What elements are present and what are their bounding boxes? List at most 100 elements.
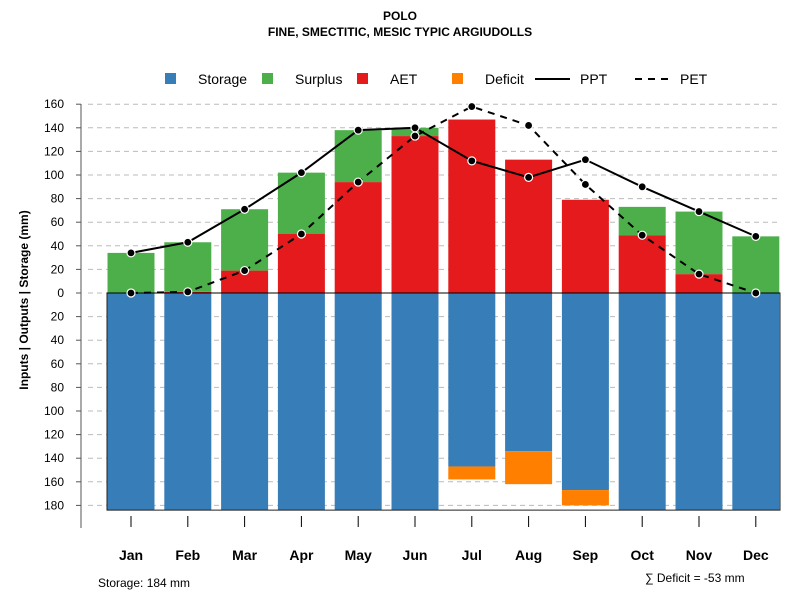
y-tick-label: 180 (44, 498, 64, 512)
ppt-point (126, 248, 136, 258)
legend-label-storage: Storage (198, 71, 247, 87)
storage-bar (732, 293, 780, 511)
ppt-line (130, 126, 757, 254)
storage-bar (505, 293, 553, 452)
y-tick-label: 40 (51, 333, 65, 347)
y-tick-label: 20 (51, 262, 65, 276)
ppt-point (353, 125, 363, 135)
storage-annotation: Storage: 184 mm (98, 576, 190, 590)
storage-bar (675, 293, 723, 511)
aet-bar (334, 182, 382, 293)
deficit-annotation: ∑ Deficit = -53 mm (645, 571, 745, 585)
deficit-bar (505, 451, 553, 485)
ppt-point (580, 155, 591, 165)
y-tick-label: 60 (51, 215, 65, 229)
aet-bar (391, 136, 439, 293)
surplus-bar (277, 172, 325, 234)
storage-bar (277, 293, 325, 511)
y-tick-label: 20 (51, 310, 65, 324)
ppt-point (296, 168, 306, 178)
deficit-bar (448, 466, 496, 480)
deficit-bar (561, 490, 609, 506)
x-tick-label: Feb (175, 547, 200, 563)
storage-bar (618, 293, 666, 511)
ppt-point (637, 182, 647, 192)
pet-point (637, 230, 647, 240)
storage-bar (221, 293, 269, 511)
y-tick-label: 80 (51, 380, 65, 394)
y-tick-label: 100 (44, 404, 64, 418)
x-tick-label: May (345, 547, 372, 563)
x-tick-label: Dec (743, 547, 769, 563)
y-tick-label: 120 (44, 428, 64, 442)
pet-point (183, 287, 193, 297)
aet-bar (675, 274, 723, 293)
y-tick-label: 0 (57, 286, 64, 300)
storage-bar (561, 293, 609, 491)
chart-title: POLO (383, 9, 417, 23)
legend-label-ppt: PPT (580, 71, 608, 87)
pet-line (130, 105, 757, 294)
ppt-point (467, 156, 477, 166)
pet-point (580, 179, 591, 190)
aet-bar (448, 119, 496, 293)
storage-bar (334, 293, 382, 511)
x-tick-label: Jun (403, 547, 428, 563)
legend-swatch-aet (357, 73, 368, 84)
pet-point (694, 269, 704, 279)
y-tick-label: 40 (51, 239, 65, 253)
ppt-point (523, 172, 534, 182)
pet-point (240, 265, 250, 276)
y-tick-label: 140 (44, 451, 64, 465)
surplus-bar (675, 211, 723, 275)
x-tick-label: Jul (462, 547, 482, 563)
storage-bar (164, 293, 212, 511)
aet-bar (221, 270, 269, 293)
legend-swatch-storage (165, 73, 176, 84)
y-tick-label: 160 (44, 97, 64, 111)
surplus-bar (618, 206, 666, 236)
x-tick-label: Aug (515, 547, 542, 563)
ppt-point (751, 231, 761, 241)
ppt-point (240, 204, 250, 214)
aet-bar (561, 199, 609, 293)
storage-bar (107, 293, 155, 511)
x-tick-label: Jan (119, 547, 143, 563)
surplus-bar (107, 252, 155, 293)
legend-swatch-deficit (452, 73, 463, 84)
y-axis-label: Inputs | Outputs | Storage (mm) (17, 210, 31, 389)
legend-swatch-surplus (262, 73, 273, 84)
ppt-point (183, 237, 193, 247)
x-tick-label: Mar (232, 547, 257, 563)
x-tick-label: Nov (686, 547, 713, 563)
surplus-bar (732, 236, 780, 293)
legend-label-pet: PET (680, 71, 708, 87)
aet-bar (618, 235, 666, 293)
legend-label-surplus: Surplus (295, 71, 342, 87)
x-tick-label: Apr (289, 547, 314, 563)
legend-label-deficit: Deficit (485, 71, 524, 87)
storage-bar (391, 293, 439, 511)
pet-point (751, 288, 761, 298)
pet-point (410, 131, 420, 141)
y-tick-label: 120 (44, 144, 64, 158)
legend-label-aet: AET (390, 71, 418, 87)
pet-point (353, 177, 363, 187)
y-tick-label: 100 (44, 168, 64, 182)
y-tick-label: 160 (44, 475, 64, 489)
chart-subtitle: FINE, SMECTITIC, MESIC TYPIC ARGIUDOLLS (268, 25, 532, 39)
surplus-bar (334, 130, 382, 183)
x-tick-label: Oct (631, 547, 655, 563)
pet-point (126, 288, 136, 298)
pet-point (467, 101, 477, 112)
pet-point (523, 120, 534, 131)
y-tick-label: 80 (51, 192, 65, 206)
x-tick-label: Sep (573, 547, 599, 563)
storage-bar (448, 293, 496, 467)
pet-point (296, 229, 306, 239)
ppt-point (410, 123, 420, 133)
aet-bar (277, 234, 325, 293)
surplus-bar (164, 242, 212, 292)
